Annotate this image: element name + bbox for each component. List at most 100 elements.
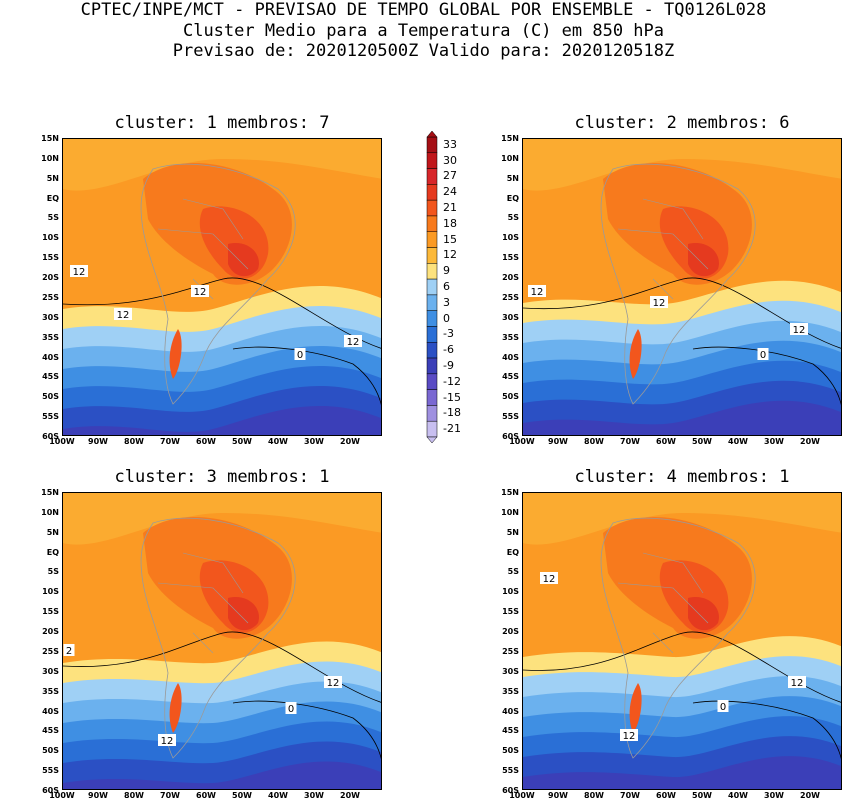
colorbar-swatch — [426, 373, 438, 390]
lat-tick: 15S — [502, 607, 519, 617]
colorbar-swatch — [426, 310, 438, 327]
contour-label: 12 — [650, 296, 668, 309]
lon-tick: 20W — [340, 791, 360, 800]
lon-tick: 90W — [88, 437, 108, 446]
svg-text:12: 12 — [347, 337, 360, 348]
lat-tick: 5N — [46, 173, 59, 183]
colorbar-label: 0 — [443, 311, 450, 325]
lon-tick: 90W — [88, 791, 108, 800]
svg-text:12: 12 — [194, 287, 207, 298]
contour-label: 12 — [191, 285, 209, 298]
lat-tick: 25S — [42, 646, 59, 656]
lat-tick: 15S — [42, 253, 59, 263]
lon-tick: 90W — [548, 791, 568, 800]
lat-tick: 10S — [502, 587, 519, 597]
lon-tick: 50W — [692, 437, 712, 446]
lat-tick: EQ — [506, 547, 519, 557]
lon-tick: 100W — [49, 791, 75, 800]
colorbar-swatch — [426, 199, 438, 217]
lon-tick: 70W — [620, 791, 640, 800]
lat-tick: 50S — [502, 392, 519, 402]
lat-tick: 45S — [502, 726, 519, 736]
lon-tick: 80W — [124, 791, 144, 800]
map-panel-2: 12 12 12 0 — [522, 138, 842, 436]
colorbar-label: -9 — [443, 358, 454, 372]
colorbar-label: -21 — [443, 422, 461, 436]
panel-title-2: cluster: 2 membros: 6 — [574, 113, 790, 133]
lat-tick: 10N — [501, 507, 519, 517]
lat-tick: 5S — [507, 213, 519, 223]
contour-label: 12 — [158, 734, 176, 747]
lat-tick: 15S — [502, 253, 519, 263]
colorbar-label: 24 — [443, 185, 457, 199]
colorbar-swatch — [426, 326, 438, 343]
lat-tick: 45S — [502, 372, 519, 382]
contour-label: 12 — [324, 676, 342, 689]
map-panel-3: 2 12 12 0 — [62, 492, 382, 790]
svg-text:12: 12 — [117, 310, 130, 321]
lat-tick: 45S — [42, 372, 59, 382]
subtitle-variable: Cluster Medio para a Temperatura (C) em … — [182, 21, 665, 41]
lon-tick: 50W — [692, 791, 712, 800]
contour-label: 12 — [540, 572, 558, 585]
lat-tick: 10N — [41, 153, 59, 163]
colorbar-label: 12 — [443, 248, 457, 262]
lon-tick: 30W — [764, 791, 784, 800]
svg-text:0: 0 — [720, 702, 726, 713]
lat-tick: 5S — [47, 567, 59, 577]
colorbar-swatch — [426, 357, 438, 375]
lat-tick: 25S — [42, 292, 59, 302]
lon-tick: 40W — [728, 437, 748, 446]
subtitle-dates: Previsao de: 2020120500Z Valido para: 20… — [172, 41, 675, 61]
lat-tick: 35S — [42, 686, 59, 696]
lat-tick: 35S — [502, 686, 519, 696]
colorbar-swatch — [426, 215, 438, 232]
lat-tick: 30S — [502, 666, 519, 676]
lon-tick: 60W — [656, 791, 676, 800]
lat-tick: 50S — [502, 746, 519, 756]
contour-label: 12 — [344, 335, 362, 348]
colorbar-swatch — [426, 247, 438, 264]
lon-tick: 20W — [800, 791, 820, 800]
lat-tick: 55S — [502, 412, 519, 422]
lat-tick: 5S — [507, 567, 519, 577]
lat-tick: 15S — [42, 607, 59, 617]
contour-label: 0 — [757, 348, 769, 361]
lat-tick: 50S — [42, 392, 59, 402]
lat-tick: 35S — [502, 332, 519, 342]
svg-text:12: 12 — [623, 731, 636, 742]
svg-text:12: 12 — [543, 574, 556, 585]
svg-text:12: 12 — [793, 325, 806, 336]
lon-tick: 100W — [49, 437, 75, 446]
colorbar-swatch — [426, 136, 438, 154]
lat-tick: 40S — [502, 706, 519, 716]
contour-label: 2 — [63, 644, 75, 657]
colorbar-swatch — [426, 184, 438, 201]
map-panel-1: 12 12 12 12 0 — [62, 138, 382, 436]
colorbar-swatch — [426, 278, 438, 296]
colorbar-swatch — [426, 389, 438, 406]
colorbar-label: 18 — [443, 216, 457, 230]
svg-text:0: 0 — [297, 350, 303, 361]
lon-tick: 20W — [340, 437, 360, 446]
lat-tick: 20S — [42, 273, 59, 283]
lat-tick: 10S — [42, 233, 59, 243]
panel-title-3: cluster: 3 membros: 1 — [114, 467, 330, 487]
lat-tick: 30S — [42, 312, 59, 322]
lat-tick: 40S — [502, 352, 519, 362]
lon-tick: 80W — [584, 437, 604, 446]
colorbar-label: 27 — [443, 169, 457, 183]
lat-tick: 40S — [42, 706, 59, 716]
lat-tick: EQ — [506, 193, 519, 203]
colorbar-swatch — [426, 420, 438, 438]
lat-tick: 50S — [42, 746, 59, 756]
contour-label: 12 — [788, 676, 806, 689]
main-title: CPTEC/INPE/MCT - PREVISAO DE TEMPO GLOBA… — [80, 0, 767, 20]
lon-tick: 30W — [304, 437, 324, 446]
lat-tick: 55S — [42, 766, 59, 776]
colorbar-swatch — [426, 231, 438, 248]
lon-tick: 40W — [268, 791, 288, 800]
lat-tick: 40S — [42, 352, 59, 362]
svg-text:12: 12 — [531, 287, 544, 298]
panel-title-4: cluster: 4 membros: 1 — [574, 467, 790, 487]
